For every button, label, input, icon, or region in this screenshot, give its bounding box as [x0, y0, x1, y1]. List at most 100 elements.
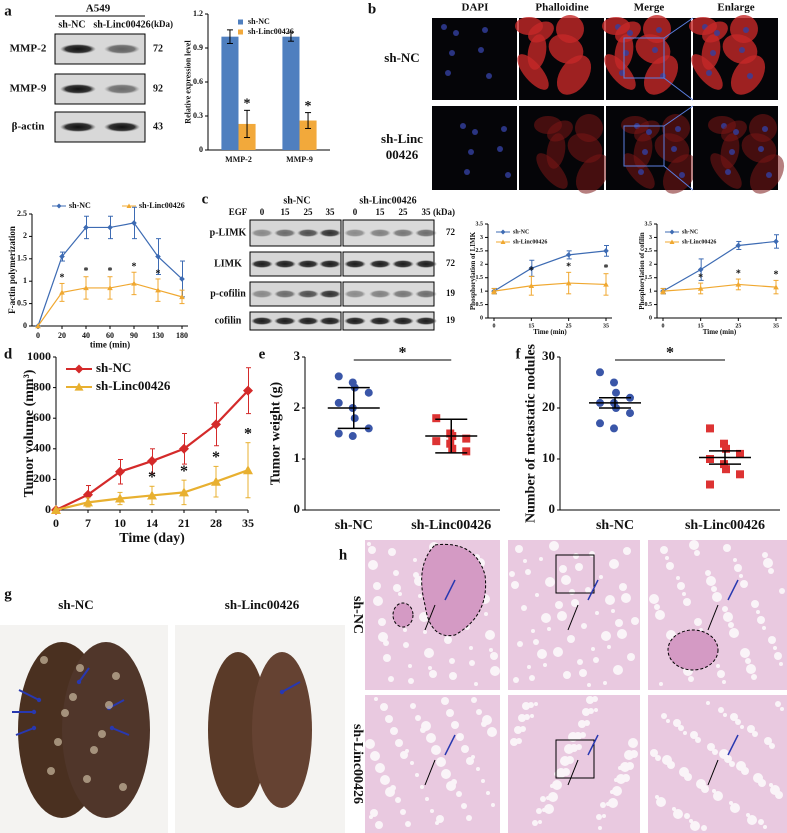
alveolus	[403, 642, 409, 648]
blot-band	[344, 317, 366, 325]
alveolus	[712, 789, 716, 793]
alveolus	[367, 542, 371, 546]
alveolus	[388, 676, 394, 682]
alveolus	[582, 708, 590, 716]
arrow-head	[109, 725, 115, 731]
y-tick-label: 1.5	[17, 254, 27, 263]
panel-letter: a	[4, 3, 12, 19]
dose-label: 0	[260, 207, 265, 217]
x-tick-label: sh-NC	[596, 518, 634, 533]
alveolus	[661, 713, 667, 719]
alveolus	[393, 570, 399, 576]
alveolus	[779, 588, 785, 594]
alveolus	[683, 598, 691, 606]
alveolus	[762, 626, 766, 630]
alveolus	[421, 721, 431, 731]
bar	[282, 36, 300, 150]
alveolus	[649, 594, 659, 604]
alveolus	[683, 731, 687, 735]
zoom-line	[663, 105, 694, 127]
nodule	[40, 656, 48, 664]
point	[115, 466, 125, 477]
point	[612, 388, 620, 397]
alveolus	[602, 814, 606, 818]
x-tick-label: MMP-2	[225, 155, 252, 164]
alveolus	[482, 715, 492, 725]
y-tick-label: 2	[649, 262, 652, 268]
x-tick-label: 15	[528, 323, 534, 329]
alveolus	[690, 821, 700, 831]
row-label: cofilin	[215, 315, 242, 326]
alveolus	[779, 662, 783, 666]
point	[596, 368, 604, 377]
y-tick-label: 800	[33, 379, 51, 393]
x-tick-label: 0	[36, 331, 40, 340]
y-tick-label: 20	[542, 399, 555, 414]
alveolus	[769, 743, 775, 749]
alveolus	[368, 560, 378, 570]
legend-marker	[500, 229, 506, 235]
cell-nucleus	[468, 149, 474, 155]
point	[773, 238, 779, 245]
alveolus	[370, 751, 380, 761]
point	[147, 490, 157, 500]
point	[706, 424, 714, 433]
alveolus	[559, 565, 567, 573]
cell-nucleus	[453, 30, 459, 36]
cell-nucleus	[743, 27, 749, 33]
lung-lobe	[208, 652, 268, 808]
alveolus	[518, 714, 526, 722]
alveolus	[595, 611, 599, 615]
alveolus	[490, 666, 500, 676]
alveolus	[517, 641, 523, 647]
alveolus	[620, 762, 630, 772]
alveolus	[739, 574, 743, 578]
alveolus	[398, 592, 402, 596]
point	[243, 385, 253, 396]
y-tick-label: 0	[23, 321, 27, 330]
alveolus	[578, 720, 586, 728]
alveolus	[461, 803, 467, 809]
point	[462, 434, 471, 443]
alveolus	[723, 612, 733, 622]
alveolus	[762, 552, 768, 558]
alveolus	[537, 649, 547, 659]
blot-band	[274, 229, 296, 237]
cell-actin	[527, 34, 547, 70]
alveolus	[763, 825, 767, 829]
cell-nucleus	[679, 172, 685, 178]
bar	[299, 120, 317, 150]
legend-label: sh-NC	[248, 17, 270, 26]
alveolus	[549, 541, 559, 551]
arrow	[567, 759, 579, 786]
arrow	[15, 727, 35, 736]
point	[462, 447, 471, 456]
alveolus	[665, 556, 669, 560]
alveolus	[415, 715, 421, 721]
alveolus	[523, 559, 527, 563]
significance-mark: *	[604, 263, 609, 274]
alveolus	[561, 575, 571, 585]
alveolus	[612, 786, 622, 796]
blot-band	[392, 260, 414, 268]
row-label: sh-NC	[384, 50, 419, 65]
alveolus	[780, 707, 784, 711]
cell-nucleus	[710, 50, 716, 56]
x-tick-label: MMP-9	[286, 155, 313, 164]
x-tick-label: 14	[146, 516, 158, 530]
point	[596, 419, 604, 428]
series-line	[493, 250, 607, 292]
cell-actin	[575, 114, 603, 142]
alveolus	[607, 645, 611, 649]
arrow	[78, 667, 90, 683]
alveolus	[733, 558, 737, 562]
nodule	[119, 783, 127, 791]
y-tick-label: 600	[33, 410, 51, 424]
alveolus	[553, 647, 563, 657]
x-tick-label: 35	[242, 516, 254, 530]
arrow	[281, 681, 301, 693]
row-label: 00426	[386, 147, 419, 162]
blot-band	[369, 317, 391, 325]
alveolus	[441, 769, 451, 779]
zoom-box	[623, 125, 665, 167]
